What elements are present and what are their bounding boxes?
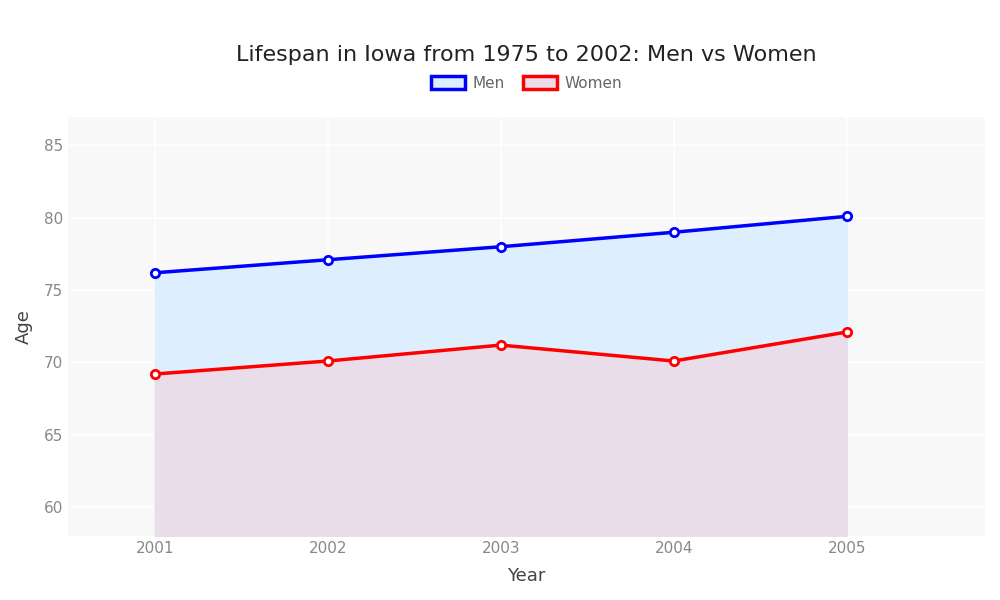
Title: Lifespan in Iowa from 1975 to 2002: Men vs Women: Lifespan in Iowa from 1975 to 2002: Men … — [236, 45, 817, 65]
Y-axis label: Age: Age — [15, 309, 33, 344]
Legend: Men, Women: Men, Women — [425, 70, 628, 97]
X-axis label: Year: Year — [507, 567, 546, 585]
